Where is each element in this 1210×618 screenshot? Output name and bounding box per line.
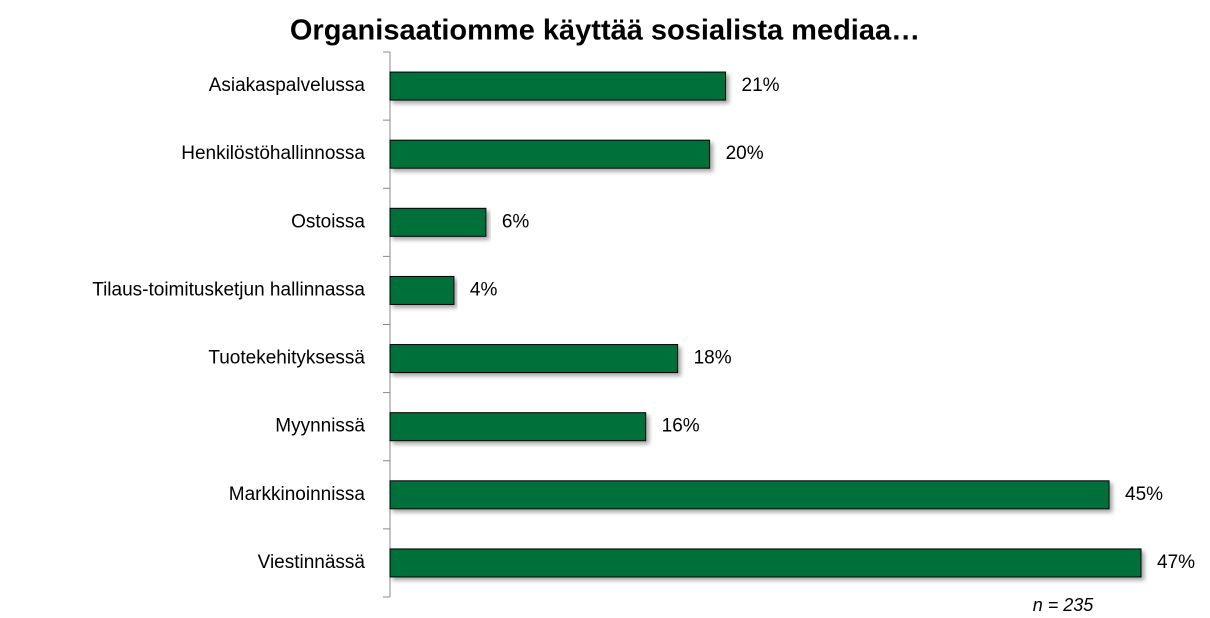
bar — [389, 548, 1142, 578]
annotation: n = 235 — [1033, 595, 1095, 615]
bar — [389, 412, 647, 442]
value-label: 18% — [694, 348, 732, 369]
value-label: 16% — [662, 416, 700, 437]
value-label: 47% — [1157, 552, 1195, 573]
value-label: 6% — [502, 211, 530, 232]
category-label: Myynnissä — [275, 416, 365, 437]
category-label: Viestinnässä — [258, 552, 366, 573]
bar — [389, 71, 727, 101]
category-label: Ostoissa — [291, 211, 365, 232]
bar — [389, 480, 1110, 510]
value-label: 20% — [726, 143, 764, 164]
category-label: Asiakaspalvelussa — [209, 75, 366, 96]
category-label: Tilaus-toimitusketjun hallinnassa — [92, 279, 365, 300]
value-label: 4% — [470, 279, 498, 300]
category-label: Henkilöstöhallinnossa — [181, 143, 365, 164]
category-label: Tuotekehityksessä — [208, 348, 365, 369]
value-label: 21% — [742, 75, 780, 96]
bar — [389, 139, 711, 169]
value-label: 45% — [1125, 484, 1163, 505]
bar — [389, 207, 487, 237]
bar — [389, 275, 455, 305]
category-label: Markkinoinnissa — [229, 484, 366, 505]
chart-title: Organisaatiomme käyttää sosialista media… — [290, 15, 920, 47]
bar — [389, 344, 679, 374]
